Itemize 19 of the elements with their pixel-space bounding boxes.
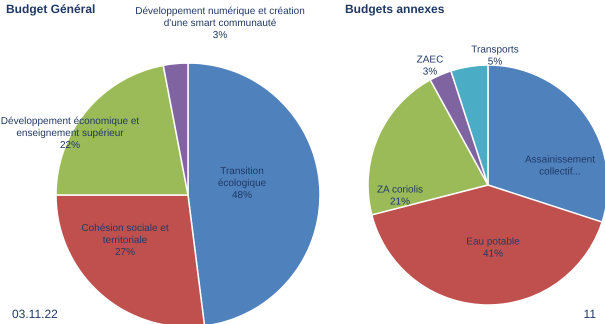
- data-label: 21%: [390, 196, 410, 208]
- data-label: 5%: [488, 56, 502, 68]
- slice-label: Eau potable: [466, 236, 520, 248]
- slice-label: Développement numérique et création d'une smart communauté: [135, 6, 305, 29]
- data-label: 27%: [114, 247, 136, 258]
- slice-label: ZA coriolis: [376, 184, 424, 196]
- data-label: 41%: [482, 248, 504, 260]
- chart-title: Budget Général: [6, 2, 96, 16]
- data-label: 3%: [212, 30, 228, 41]
- slice-label: Transition écologique: [218, 166, 267, 189]
- slice-label: Cohésion sociale et territoriale: [81, 223, 169, 246]
- chart-title: Budgets annexes: [345, 2, 444, 16]
- text: 03.11.22: [12, 307, 58, 321]
- slice-label: Transports: [471, 44, 519, 56]
- slice-label: ZAEC: [416, 54, 444, 66]
- slice-label: Assainissement collectif...: [524, 154, 596, 178]
- data-label: 48%: [232, 190, 252, 201]
- text: 11: [584, 307, 596, 321]
- data-label: 3%: [422, 66, 438, 78]
